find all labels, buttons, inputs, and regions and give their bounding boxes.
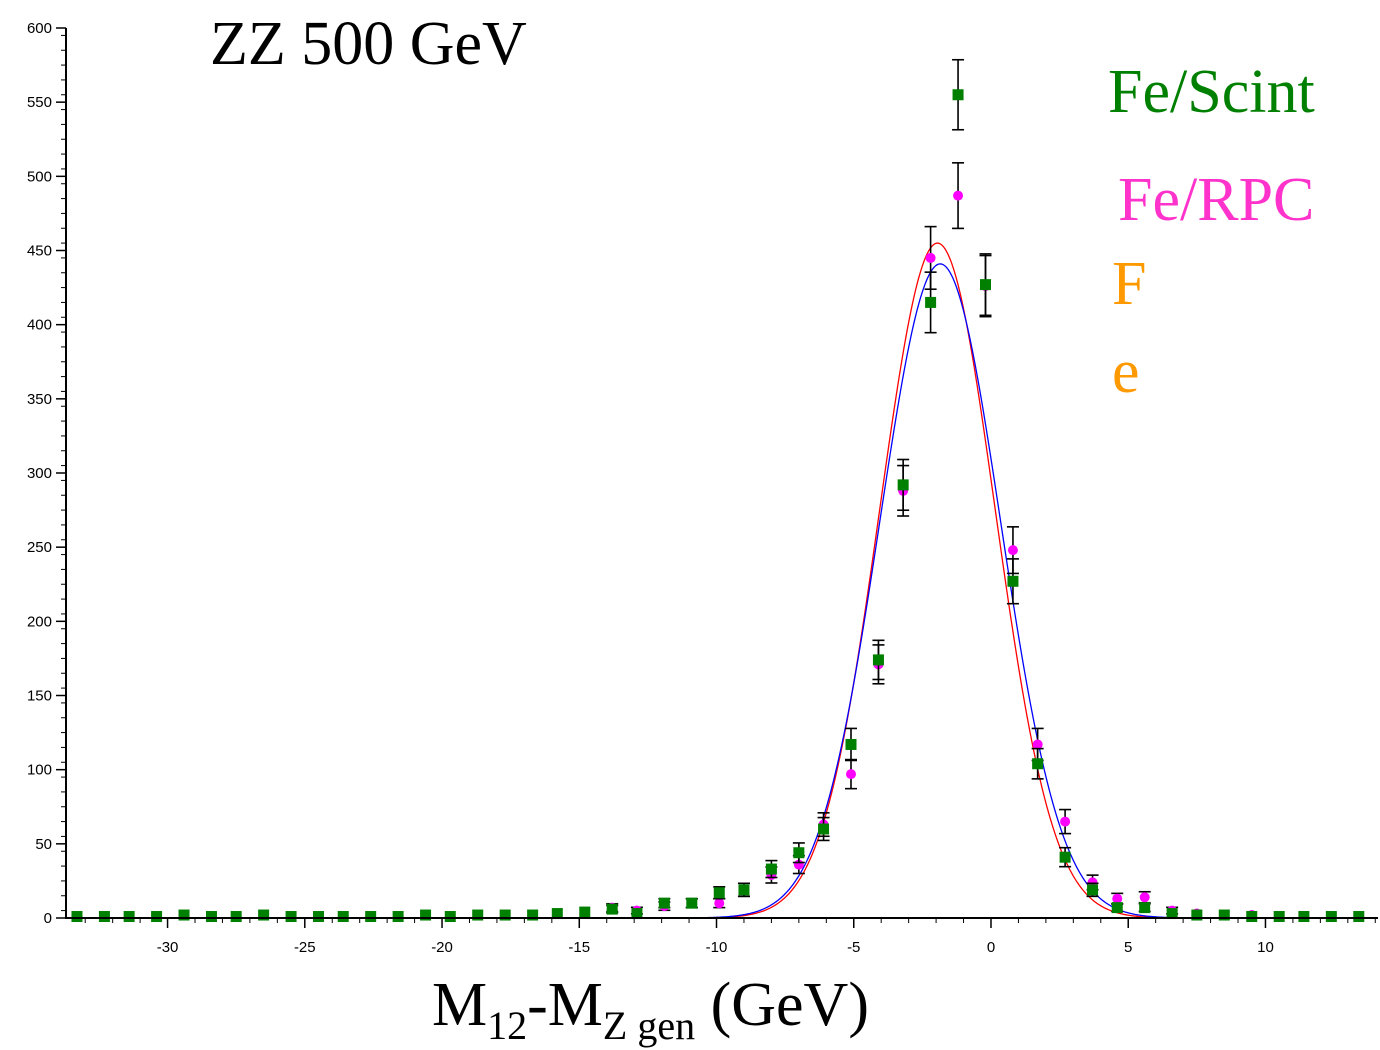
y-tick-label: 450 (27, 243, 52, 260)
data-point-fe-scint (1111, 902, 1123, 914)
data-point-fe-scint (178, 909, 190, 921)
y-tick-label: 200 (27, 613, 52, 630)
data-point-fe-scint (230, 911, 242, 923)
x-tick-label: 0 (987, 939, 995, 956)
data-point-fe-scint (392, 911, 404, 923)
data-point-fe-scint (205, 911, 217, 923)
data-point-fe-rpc (846, 769, 857, 780)
legend-fe-scint: Fe/Scint (1108, 58, 1315, 126)
data-point-fe-scint (551, 908, 563, 920)
data-point-fe-rpc (1112, 893, 1123, 904)
x-tick-label: -30 (157, 939, 179, 956)
data-point-fe-scint (952, 89, 964, 101)
data-point-fe-scint (1218, 909, 1230, 921)
data-point-fe-scint (579, 906, 591, 918)
x-axis-label-unit: (GeV) (695, 971, 869, 1039)
data-point-fe-scint (1191, 909, 1203, 921)
data-point-fe-rpc (953, 190, 964, 201)
data-point-fe-scint (1032, 758, 1044, 770)
data-point-fe-scint (1298, 911, 1310, 923)
y-tick-label: 350 (27, 391, 52, 408)
data-point-fe-scint (1007, 575, 1019, 587)
data-point-fe-scint (420, 909, 432, 921)
y-tick-label: 500 (27, 168, 52, 185)
y-tick-label: 250 (27, 539, 52, 556)
data-point-fe-scint (765, 863, 777, 875)
legend-e: e (1112, 338, 1140, 406)
x-axis-label-main: M (432, 971, 487, 1039)
data-point-fe-rpc (1032, 739, 1043, 750)
y-tick-label: 0 (44, 910, 52, 927)
fit-curve (66, 263, 1378, 919)
legend-f: F (1112, 250, 1146, 318)
data-point-fe-rpc (714, 898, 725, 909)
data-point-fe-scint (98, 911, 110, 923)
data-point-fe-scint (1325, 911, 1337, 923)
data-point-fe-scint (897, 479, 909, 491)
data-point-fe-scint (1166, 908, 1178, 920)
data-point-fe-scint (258, 909, 270, 921)
y-tick-label: 50 (35, 836, 52, 853)
data-point-fe-scint (872, 654, 884, 666)
data-point-fe-scint (1087, 884, 1099, 896)
data-point-fe-scint (738, 884, 750, 896)
y-tick-label: 100 (27, 762, 52, 779)
x-tick-label: 10 (1257, 939, 1274, 956)
axes: 050100150200250300350400450500550600-30-… (27, 20, 1378, 956)
data-point-fe-scint (71, 911, 83, 923)
data-point-fe-scint (527, 909, 539, 921)
data-point-fe-rpc (925, 252, 936, 263)
data-point-fe-scint (793, 847, 805, 859)
data-point-fe-scint (365, 911, 377, 923)
data-point-fe-scint (631, 908, 643, 920)
data-point-fe-scint (444, 911, 456, 923)
data-point-fe-scint (979, 279, 991, 291)
legend-fe-rpc: Fe/RPC (1118, 166, 1314, 234)
data-point-fe-scint (123, 911, 135, 923)
data-point-fe-scint (313, 911, 325, 923)
x-tick-label: 5 (1124, 939, 1132, 956)
y-tick-label: 300 (27, 465, 52, 482)
data-point-fe-scint (1139, 902, 1151, 914)
data-point-fe-scint (658, 897, 670, 909)
x-axis-label: M12-MZ gen (GeV) (432, 971, 869, 1048)
x-tick-label: -5 (847, 939, 860, 956)
x-tick-label: -15 (568, 939, 590, 956)
x-tick-label: -10 (706, 939, 728, 956)
data-point-fe-scint (713, 887, 725, 899)
data-point-fe-scint (1059, 851, 1071, 863)
fit-curves (66, 242, 1378, 919)
data-point-fe-scint (686, 897, 698, 909)
data-point-fe-scint (1273, 911, 1285, 923)
x-axis-label-sub1: 12 (487, 1003, 527, 1048)
data-point-fe-rpc (1007, 545, 1018, 556)
chart-title: ZZ 500 GeV (210, 10, 527, 78)
data-point-fe-scint (845, 738, 857, 750)
data-point-fe-scint (151, 911, 163, 923)
x-axis-label-sub2: Z gen (603, 1003, 695, 1048)
data-point-fe-scint (925, 296, 937, 308)
x-axis-label-mid: -M (527, 971, 603, 1039)
y-tick-label: 600 (27, 20, 52, 37)
y-tick-label: 550 (27, 94, 52, 111)
data-point-fe-scint (1353, 911, 1365, 923)
data-point-fe-scint (472, 909, 484, 921)
y-tick-label: 150 (27, 688, 52, 705)
fit-curve (66, 242, 1378, 919)
data-point-fe-scint (337, 911, 349, 923)
y-tick-label: 400 (27, 317, 52, 334)
data-point-fe-scint (606, 903, 618, 915)
x-tick-label: -25 (294, 939, 316, 956)
x-tick-label: -20 (431, 939, 453, 956)
data-point-fe-scint (1246, 911, 1258, 923)
data-point-fe-scint (499, 909, 511, 921)
data-point-fe-scint (285, 911, 297, 923)
data-point-fe-rpc (1060, 816, 1071, 827)
data-point-fe-rpc (1139, 892, 1150, 903)
data-point-fe-scint (818, 823, 830, 835)
